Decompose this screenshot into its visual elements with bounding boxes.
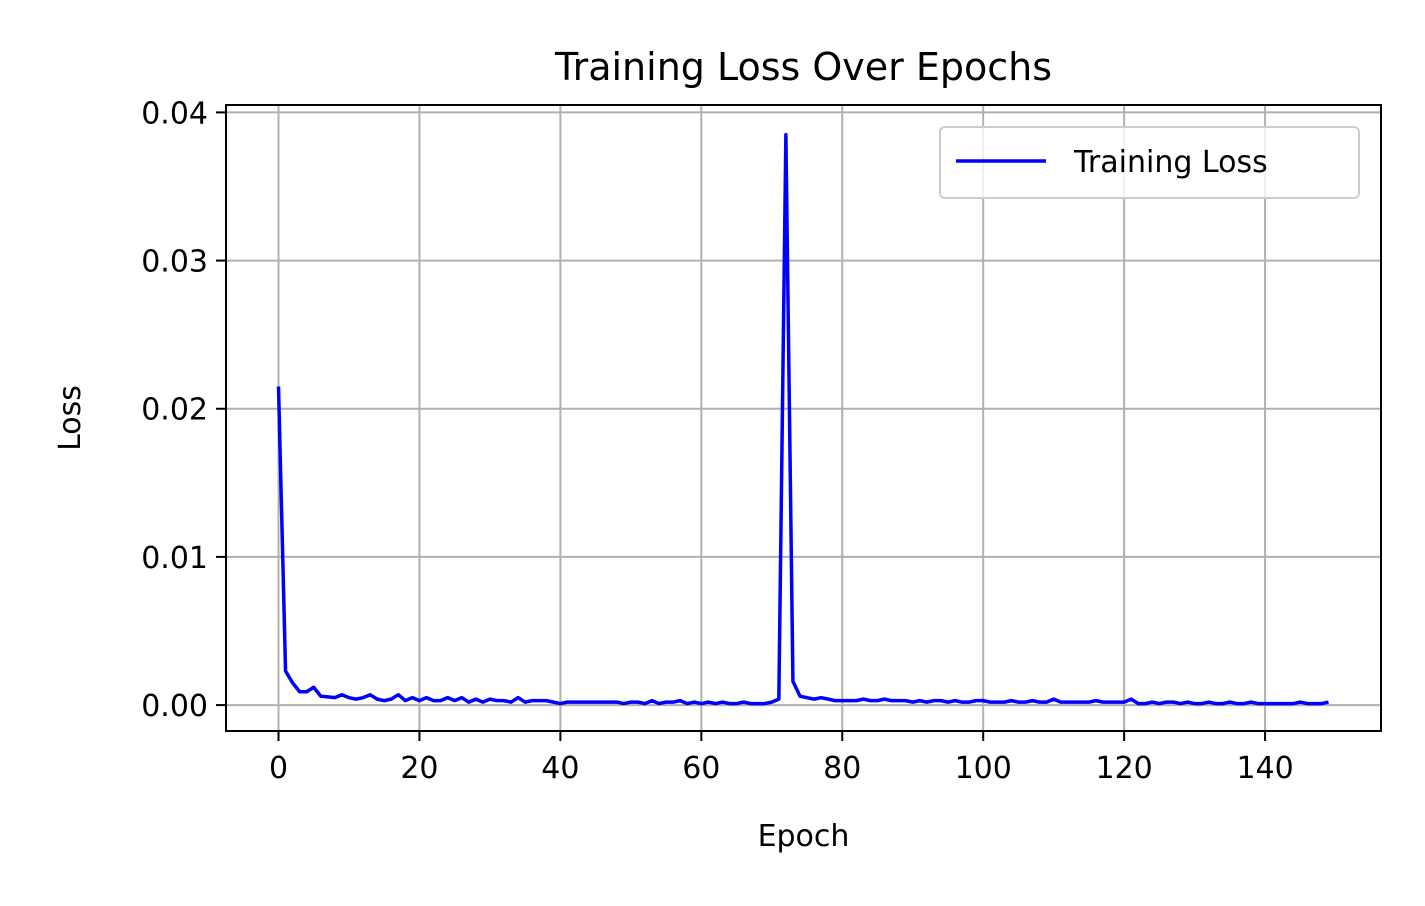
legend-box xyxy=(939,126,1360,199)
series-line-training-loss xyxy=(276,132,1329,706)
x-tick-label: 140 xyxy=(1236,751,1293,786)
x-tick-label: 80 xyxy=(823,751,861,786)
x-tick-label: 60 xyxy=(682,751,720,786)
x-tick-label: 0 xyxy=(269,751,288,786)
x-tick-label: 100 xyxy=(955,751,1012,786)
chart-title: Training Loss Over Epochs xyxy=(554,45,1052,89)
y-tick-label: 0.00 xyxy=(141,689,208,724)
plot-area-frame xyxy=(225,104,1382,732)
y-tick-label: 0.03 xyxy=(141,245,208,280)
y-axis-label: Loss xyxy=(53,385,88,451)
y-tick-label: 0.04 xyxy=(141,96,208,131)
y-tick-label: 0.02 xyxy=(141,393,208,428)
ticks: 0 20 40 60 80 100 120 140 0.00 0.01 0.02 0.03 0.04 xyxy=(141,96,1294,786)
legend-label-training-loss: Training Loss xyxy=(1073,145,1268,180)
x-tick-label: 120 xyxy=(1096,751,1153,786)
grid xyxy=(226,105,1381,731)
y-tick-label: 0.01 xyxy=(141,541,208,576)
x-axis-label: Epoch xyxy=(758,819,850,854)
x-tick-label: 40 xyxy=(541,751,579,786)
x-tick-label: 20 xyxy=(400,751,438,786)
series-layer xyxy=(276,132,1329,706)
legend: Training Loss xyxy=(939,126,1360,199)
